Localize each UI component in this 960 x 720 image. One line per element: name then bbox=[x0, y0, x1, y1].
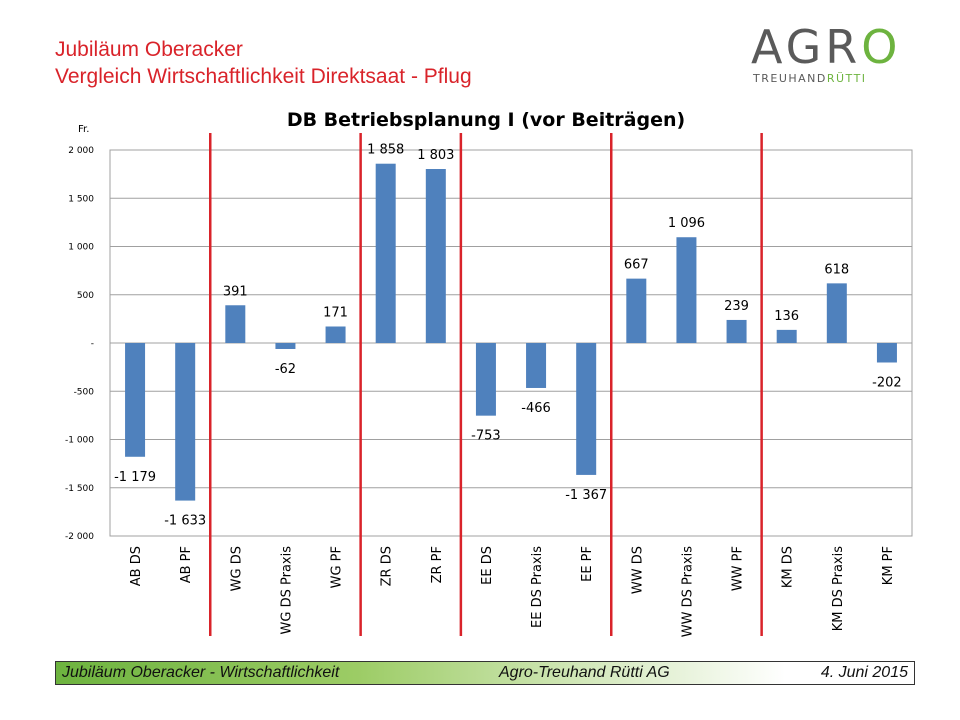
bar bbox=[425, 169, 446, 343]
y-tick-label: -1 500 bbox=[65, 484, 94, 494]
bar bbox=[776, 329, 797, 343]
chart-title: DB Betriebsplanung I (vor Beiträgen) bbox=[287, 109, 685, 131]
x-tick-label: EE DS bbox=[480, 546, 495, 585]
x-tick-label: KM DS Praxis bbox=[831, 546, 846, 631]
logo-wordmark: AGRO bbox=[751, 20, 902, 74]
x-tick-label: WG PF bbox=[330, 546, 345, 588]
bar-value-label: -753 bbox=[471, 429, 501, 444]
bar-value-label: 239 bbox=[724, 299, 749, 314]
x-tick-label: AB DS bbox=[129, 546, 144, 586]
bar bbox=[726, 319, 747, 343]
x-tick-label: WW DS Praxis bbox=[680, 546, 695, 637]
x-tick-label: AB PF bbox=[179, 546, 194, 583]
bar-value-label: 391 bbox=[223, 284, 248, 299]
bar bbox=[876, 343, 897, 363]
y-tick-label: - bbox=[91, 339, 94, 349]
y-axis-label: Fr. bbox=[78, 124, 89, 135]
bar-value-label: 1 803 bbox=[417, 148, 454, 163]
x-tick-label: KM PF bbox=[881, 546, 896, 585]
x-tick-label: EE DS Praxis bbox=[530, 546, 545, 628]
bar bbox=[676, 237, 697, 343]
bar-value-label: -62 bbox=[275, 362, 296, 377]
bar bbox=[475, 343, 496, 416]
bar-value-label: 618 bbox=[824, 262, 849, 277]
x-tick-label: WW DS bbox=[630, 546, 645, 594]
x-tick-label: KM DS bbox=[781, 546, 796, 588]
y-tick-label: 1 500 bbox=[68, 194, 94, 204]
bar bbox=[325, 326, 346, 343]
bar-value-label: 1 858 bbox=[367, 143, 404, 158]
footer-left-text: Jubiläum Oberacker - Wirtschaftlichkeit bbox=[62, 664, 340, 681]
bar bbox=[526, 343, 547, 388]
x-tick-label: EE PF bbox=[580, 546, 595, 582]
bar bbox=[576, 343, 597, 475]
slide-title-line1: Jubiläum Oberacker bbox=[55, 38, 243, 61]
slide-title: Jubiläum Oberacker Vergleich Wirtschaftl… bbox=[55, 36, 472, 90]
bar-value-label: -1 367 bbox=[565, 488, 607, 503]
bar bbox=[225, 305, 246, 343]
x-tick-label: WG DS Praxis bbox=[279, 546, 294, 635]
y-tick-label: -2 000 bbox=[65, 532, 94, 542]
bar-value-label: 667 bbox=[624, 258, 649, 273]
y-tick-label: 2 000 bbox=[68, 146, 94, 156]
bar bbox=[275, 343, 296, 349]
bar-value-label: 136 bbox=[774, 309, 799, 324]
footer-bar: Jubiläum Oberacker - Wirtschaftlichkeit … bbox=[55, 661, 915, 685]
y-tick-label: -1 000 bbox=[65, 436, 94, 446]
bar-value-label: -202 bbox=[872, 375, 902, 390]
bar bbox=[175, 343, 196, 501]
y-tick-label: 1 000 bbox=[68, 243, 94, 253]
bar bbox=[826, 283, 847, 343]
agro-logo: AGRO TREUHANDRÜTTI bbox=[745, 22, 915, 92]
bar bbox=[125, 343, 146, 457]
bar bbox=[375, 163, 396, 343]
x-tick-label: WG DS bbox=[229, 546, 244, 591]
bar-value-label: -466 bbox=[521, 401, 551, 416]
y-tick-label: -500 bbox=[74, 387, 95, 397]
slide-title-line2: Vergleich Wirtschaftlichkeit Direktsaat … bbox=[55, 65, 472, 88]
x-tick-label: ZR DS bbox=[380, 546, 395, 586]
bar-value-label: 1 096 bbox=[668, 216, 705, 231]
footer-company: Agro-Treuhand Rütti AG bbox=[499, 664, 670, 681]
x-tick-label: WW PF bbox=[731, 546, 746, 591]
bar-value-label: 171 bbox=[323, 305, 348, 320]
bar-value-label: -1 179 bbox=[114, 470, 156, 485]
x-tick-label: ZR PF bbox=[430, 546, 445, 583]
bar bbox=[626, 278, 647, 343]
y-tick-label: 500 bbox=[77, 291, 94, 301]
footer-date: 4. Juni 2015 bbox=[820, 664, 908, 681]
logo-subline: TREUHANDRÜTTI bbox=[753, 72, 867, 85]
bar-value-label: -1 633 bbox=[164, 514, 206, 529]
